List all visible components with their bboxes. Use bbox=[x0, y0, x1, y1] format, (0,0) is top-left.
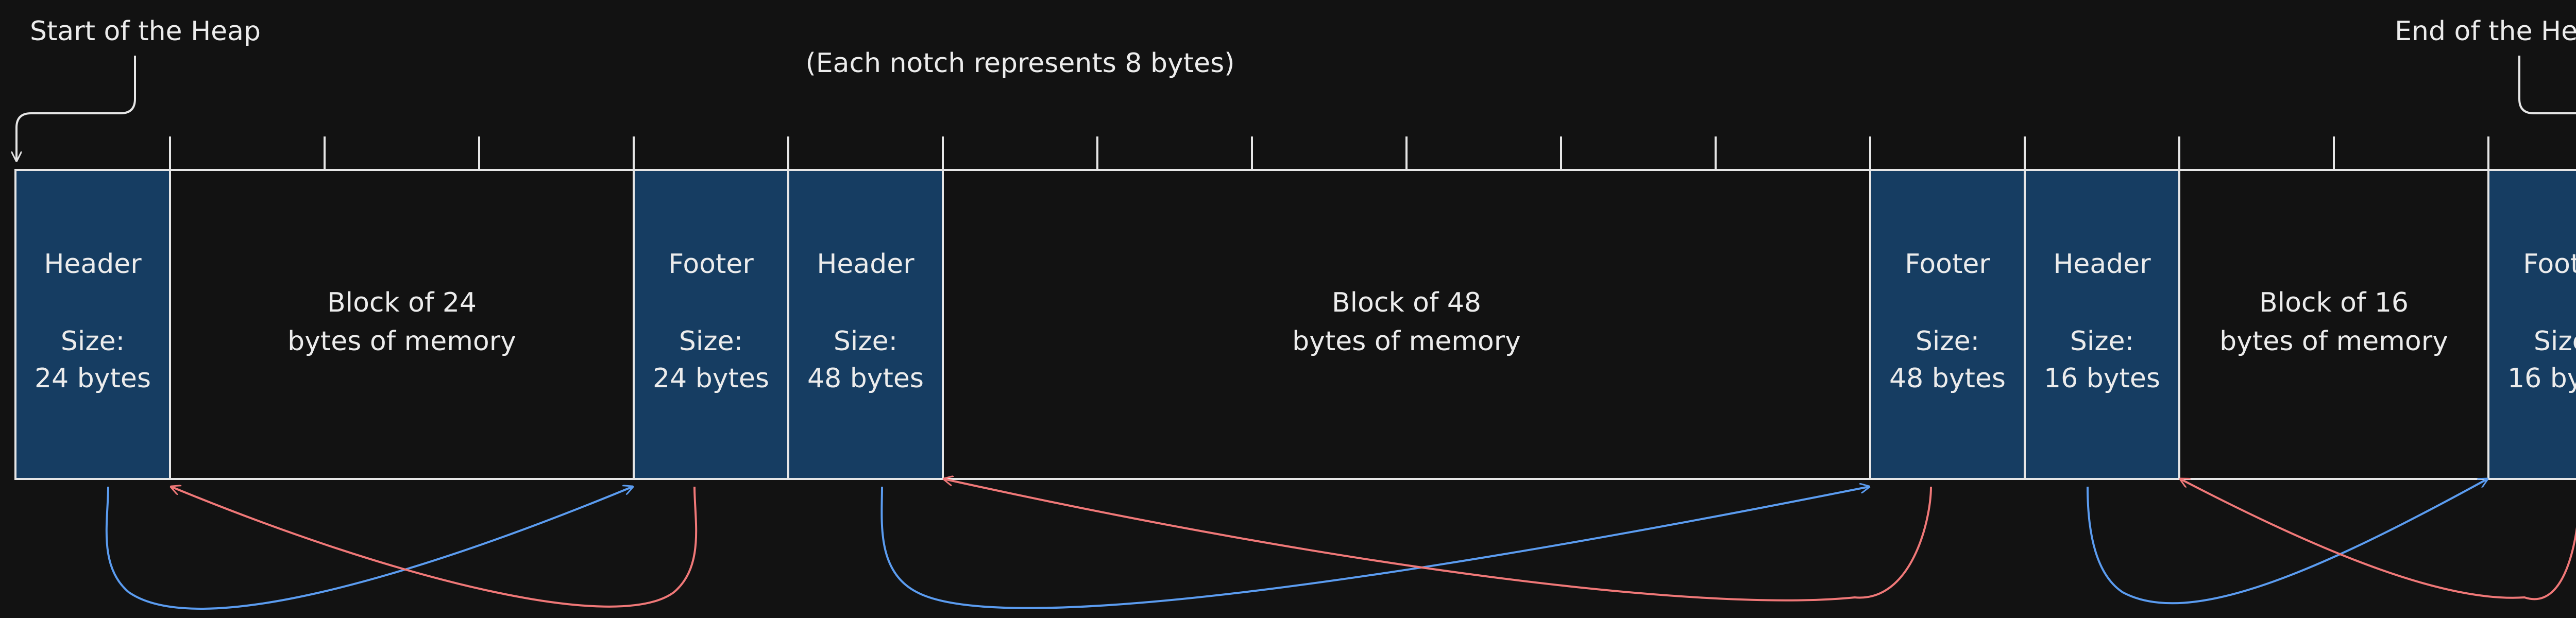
header-title: Header bbox=[2053, 249, 2151, 280]
block-16-header: Header Size: 16 bytes bbox=[2024, 169, 2180, 480]
block-48-header: Header Size: 48 bytes bbox=[787, 169, 944, 480]
start-of-heap-label: Start of the Heap bbox=[30, 16, 261, 47]
header-title: Header bbox=[817, 249, 914, 280]
payload-line-1: Block of 48 bbox=[1332, 287, 1481, 318]
pointer-arrows bbox=[105, 479, 2576, 610]
end-of-heap-arrow bbox=[2518, 56, 2576, 114]
size-label: Size: bbox=[61, 326, 125, 357]
payload-line-2: bytes of memory bbox=[1292, 326, 1521, 357]
size-value: 24 bytes bbox=[653, 363, 769, 394]
size-label: Size: bbox=[834, 326, 897, 357]
notch-note-label: (Each notch represents 8 bytes) bbox=[806, 48, 1235, 79]
block-16-footer-to-header-arrow bbox=[2180, 479, 2576, 600]
block-48-footer: Footer Size: 48 bytes bbox=[1869, 169, 2026, 480]
block-24-header-to-footer-arrow bbox=[105, 487, 633, 610]
size-value: 24 bytes bbox=[35, 363, 151, 394]
block-16-payload: Block of 16 bytes of memory bbox=[2178, 169, 2489, 480]
size-label: Size: bbox=[1916, 326, 1979, 357]
block-24-header: Header Size: 24 bytes bbox=[14, 169, 171, 480]
footer-title: Footer bbox=[2523, 249, 2576, 280]
end-of-heap-label: End of the Heap bbox=[2395, 16, 2576, 47]
block-48-payload: Block of 48 bytes of memory bbox=[942, 169, 1871, 480]
block-24-footer: Footer Size: 24 bytes bbox=[633, 169, 789, 480]
size-value: 16 bytes bbox=[2044, 363, 2160, 394]
start-of-heap-arrow bbox=[16, 56, 136, 161]
block-48-header-to-footer-arrow bbox=[880, 487, 1869, 609]
footer-title: Footer bbox=[668, 249, 754, 280]
size-label: Size: bbox=[2070, 326, 2134, 357]
payload-line-1: Block of 16 bbox=[2259, 287, 2409, 318]
block-24-footer-to-header-arrow bbox=[171, 487, 698, 608]
payload-line-2: bytes of memory bbox=[287, 326, 516, 357]
size-label: Size: bbox=[679, 326, 743, 357]
footer-title: Footer bbox=[1905, 249, 1990, 280]
block-48-footer-to-header-arrow bbox=[944, 479, 1932, 602]
size-label: Size: bbox=[2534, 326, 2576, 357]
block-24-payload: Block of 24 bytes of memory bbox=[169, 169, 635, 480]
block-16-footer: Footer Size: 16 bytes bbox=[2487, 169, 2576, 480]
size-value: 48 bytes bbox=[1889, 363, 2006, 394]
payload-line-1: Block of 24 bbox=[327, 287, 477, 318]
payload-line-2: bytes of memory bbox=[2219, 326, 2448, 357]
notch-ticks bbox=[169, 136, 2489, 170]
header-title: Header bbox=[44, 249, 142, 280]
size-value: 16 bytes bbox=[2507, 363, 2576, 394]
size-value: 48 bytes bbox=[807, 363, 924, 394]
block-16-header-to-footer-arrow bbox=[2087, 479, 2487, 605]
